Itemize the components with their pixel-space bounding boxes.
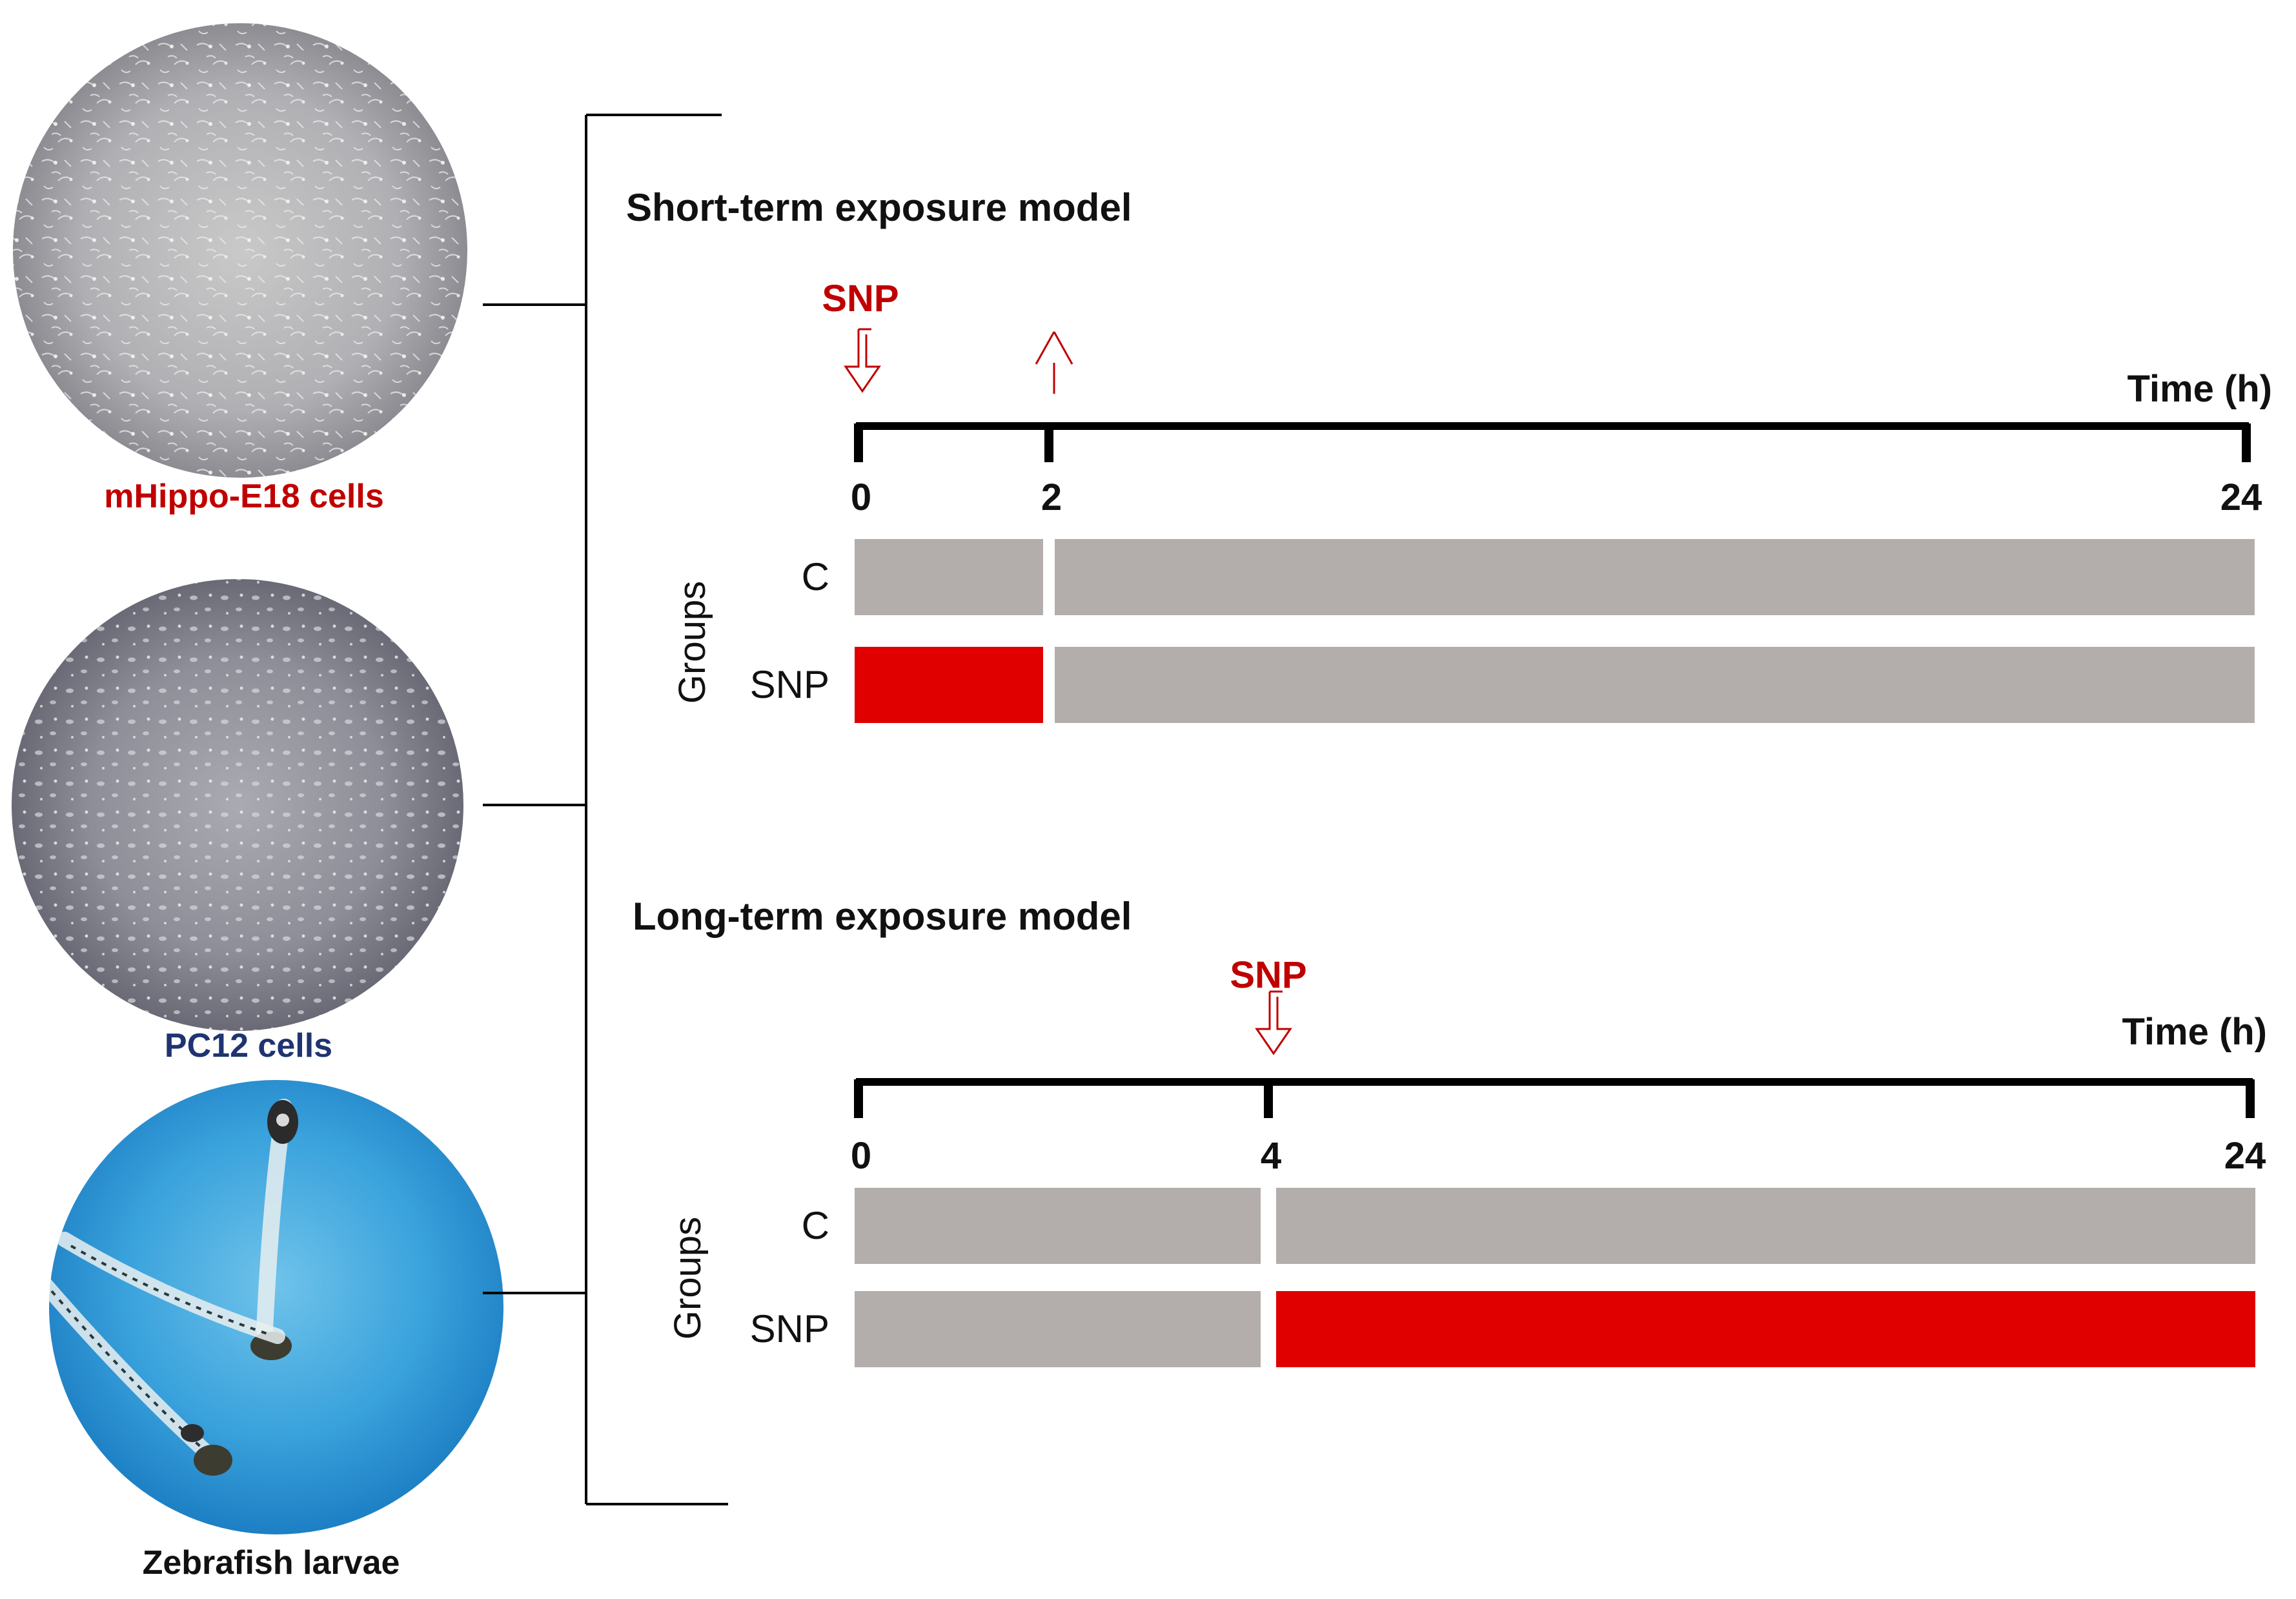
short-term-time-label: Time (h) [2128,368,2273,410]
exposure-bar [1276,1291,2255,1367]
short-term-title: Short-term exposure model [626,186,1132,229]
short-term-panel: Short-term exposure model SNP Time (h) G… [626,186,2272,723]
group-name-label: C [802,555,829,598]
long-term-arrows [1255,990,1292,1055]
time-tick-label: 4 [1261,1135,1281,1177]
short-term-time-axis: 0 2 24 [851,422,2262,518]
time-tick-label: 2 [1041,476,1062,518]
group-row-c: C [802,539,2255,615]
pc12-micrograph [12,579,463,1031]
short-term-groups: C SNP [750,539,2255,723]
down-arrow-icon [844,328,881,393]
short-term-arrows [844,328,1073,394]
control-bar [855,1188,1261,1264]
short-term-snp-label: SNP [822,278,899,320]
long-term-time-label: Time (h) [2122,1011,2268,1053]
model-label-pc12: PC12 cells [165,1027,332,1064]
long-term-snp-label: SNP [1230,954,1306,996]
long-term-title: Long-term exposure model [633,895,1132,938]
long-term-time-axis: 0 4 24 [851,1078,2266,1177]
up-arrow-icon [1035,331,1073,394]
model-bracket [483,114,728,1505]
model-images: mHippo-E18 cells PC12 cells [12,23,503,1582]
down-arrow-icon [1255,990,1292,1055]
time-tick-label: 24 [2224,1135,2266,1177]
control-bar [1055,647,2255,723]
control-bar [855,1291,1261,1367]
group-row-c: C [802,1188,2255,1264]
time-tick-label: 24 [2220,476,2262,518]
group-row-snp: SNP [750,1291,2255,1367]
group-name-label: SNP [750,1307,829,1350]
exposure-bar [855,647,1043,723]
group-name-label: SNP [750,663,829,706]
time-tick-label: 0 [851,1135,871,1177]
control-bar [1276,1188,2255,1264]
mhippo-micrograph [13,23,467,478]
control-bar [855,539,1043,615]
long-term-panel: Long-term exposure model SNP Time (h) Gr… [633,895,2267,1367]
model-label-mhippo: mHippo-E18 cells [104,478,383,515]
control-bar [1055,539,2255,615]
model-label-zebrafish: Zebrafish larvae [143,1544,400,1582]
long-term-groups: C SNP [750,1188,2255,1367]
long-term-groups-label: Groups [667,1217,709,1339]
time-tick-label: 0 [851,476,871,518]
short-term-groups-label: Groups [671,581,713,704]
zebrafish-photo [49,1080,503,1534]
group-name-label: C [802,1204,829,1247]
group-row-snp: SNP [750,647,2255,723]
